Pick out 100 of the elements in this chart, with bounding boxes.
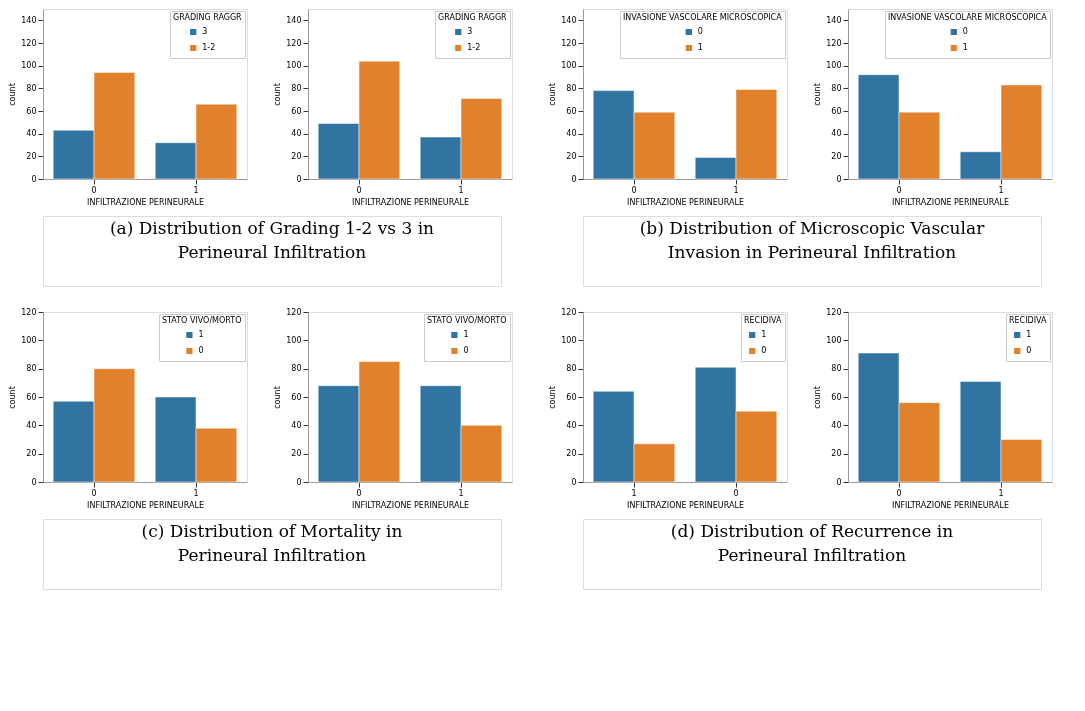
x-tick-label: 1 [193,488,199,498]
legend-title: INVASIONE VASCOLARE MICROSCOPICA [623,13,783,22]
y-tick-label: 120 [21,307,37,317]
y-axis-title: count [8,83,18,106]
legend-label: 0 [697,27,703,36]
y-tick-label: 20 [26,449,37,459]
legend-label: 1 [962,43,968,52]
y-tick-label: 40 [566,129,577,139]
legend-label: 1 [198,330,204,339]
x-tick-label: 1 [631,488,637,498]
y-tick-label: 60 [566,392,577,402]
y-tick-label: 80 [26,364,37,374]
y-tick-label: 120 [826,38,842,48]
y-tick-label: 100 [21,61,37,71]
y-tick-label: 20 [566,449,577,459]
y-tick-label: 100 [561,61,577,71]
x-tick-label: 1 [458,185,464,195]
legend-title: INVASIONE VASCOLARE MICROSCOPICA [888,13,1048,22]
y-tick-label: 60 [26,106,37,116]
legend-label: 0 [1026,346,1032,355]
y-tick-label: 100 [21,335,37,345]
x-tick-label: 0 [356,185,362,195]
y-tick-label: 40 [291,129,302,139]
x-axis-title: INFILTRAZIONE PERINEURALE [627,197,744,207]
y-tick-label: 60 [26,392,37,402]
y-tick-label: 80 [291,83,302,93]
y-tick-label: 120 [561,38,577,48]
y-axis-title: count [813,83,823,106]
y-tick-label: 0 [296,477,302,487]
legend-label: 0 [962,27,968,36]
x-tick-label: 0 [733,488,739,498]
y-tick-label: 120 [21,38,37,48]
y-tick-label: 140 [561,15,577,25]
y-tick-label: 140 [21,15,37,25]
x-axis-title: INFILTRAZIONE PERINEURALE [87,500,204,510]
x-tick-label: 0 [896,488,902,498]
y-tick-label: 20 [291,449,302,459]
y-tick-label: 40 [291,420,302,430]
x-tick-label: 0 [91,185,97,195]
legend-label: 0 [198,346,204,355]
legend-label: 3 [467,27,473,36]
legend-label: 1 [761,330,767,339]
x-axis-title: INFILTRAZIONE PERINEURALE [352,197,469,207]
x-axis-title: INFILTRAZIONE PERINEURALE [892,197,1009,207]
y-tick-label: 80 [566,364,577,374]
y-tick-label: 60 [291,106,302,116]
y-tick-label: 80 [566,83,577,93]
y-tick-label: 100 [826,61,842,71]
legend-title: STATO VIVO/MORTO [162,316,242,325]
y-axis-title: count [813,386,823,409]
text: (b) Distribution of Microscopic Vascular Invasion in Perineural Infiltration [639,218,986,262]
x-axis-title: INFILTRAZIONE PERINEURALE [87,197,204,207]
y-tick-label: 100 [561,335,577,345]
y-tick-label: 140 [286,15,302,25]
y-tick-label: 0 [836,477,842,487]
legend-title: RECIDIVA [1009,316,1048,325]
y-tick-label: 60 [291,392,302,402]
x-tick-label: 1 [998,185,1004,195]
y-tick-label: 20 [831,151,842,161]
legend-label: 1-2 [202,43,216,52]
legend-title: STATO VIVO/MORTO [427,316,507,325]
y-axis-title: count [548,83,558,106]
x-tick-label: 0 [896,185,902,195]
y-tick-label: 100 [286,335,302,345]
x-tick-label: 1 [458,488,464,498]
x-axis-title: INFILTRAZIONE PERINEURALE [627,500,744,510]
x-axis-title: INFILTRAZIONE PERINEURALE [892,500,1009,510]
x-tick-label: 1 [998,488,1004,498]
y-axis-title: count [273,83,283,106]
y-tick-label: 80 [831,83,842,93]
y-tick-label: 0 [31,174,37,184]
y-tick-label: 100 [286,61,302,71]
legend-label: 1 [697,43,703,52]
y-tick-label: 40 [26,129,37,139]
y-tick-label: 100 [826,335,842,345]
y-tick-label: 120 [286,38,302,48]
y-tick-label: 80 [831,364,842,374]
x-tick-label: 1 [193,185,199,195]
legend-title: RECIDIVA [744,316,783,325]
y-tick-label: 80 [26,83,37,93]
x-axis-title: INFILTRAZIONE PERINEURALE [352,500,469,510]
text: (a) Distribution of Grading 1-2 vs 3 in Perineural Infiltration [109,218,435,262]
legend-label: 0 [463,346,469,355]
x-tick-label: 0 [631,185,637,195]
legend-title: GRADING RAGGR [173,13,243,22]
y-tick-label: 20 [26,151,37,161]
y-tick-label: 20 [566,151,577,161]
legend-label: 1-2 [467,43,481,52]
y-tick-label: 40 [566,420,577,430]
y-tick-label: 40 [831,420,842,430]
y-tick-label: 20 [831,449,842,459]
y-tick-label: 120 [826,307,842,317]
legend-label: 1 [463,330,469,339]
legend-label: 0 [761,346,767,355]
legend-label: 1 [1026,330,1032,339]
text: (c) Distribution of Mortality in Perineural Infiltration [141,521,403,565]
x-tick-label: 0 [91,488,97,498]
y-tick-label: 0 [31,477,37,487]
y-axis-title: count [548,386,558,409]
legend-title: GRADING RAGGR [438,13,508,22]
